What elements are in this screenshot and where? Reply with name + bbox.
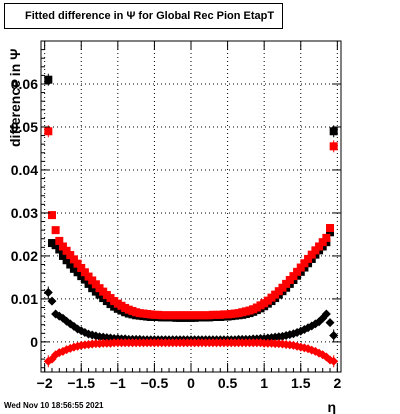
x-tick-label: −1 (110, 375, 126, 391)
y-tick-label: 0.06 (11, 76, 38, 92)
data-point (289, 272, 298, 281)
data-point (66, 260, 75, 269)
data-point (58, 251, 67, 260)
x-tick-label: −0.5 (141, 375, 169, 391)
data-point (293, 267, 302, 276)
data-point (321, 309, 331, 319)
x-axis-label: η (327, 399, 336, 414)
x-tick-label: −2 (37, 375, 53, 391)
y-tick-label: 0.04 (11, 162, 38, 178)
x-tick-label: −1.5 (67, 375, 95, 391)
data-point (77, 263, 86, 272)
data-point (300, 259, 309, 268)
data-point (44, 75, 53, 84)
data-point (329, 127, 338, 136)
data-point (58, 242, 67, 251)
y-tick-label: 0.03 (11, 205, 38, 221)
data-point (80, 268, 89, 277)
data-point (315, 242, 324, 251)
data-point (325, 318, 335, 328)
data-point (62, 256, 71, 265)
y-tick-labels: 0 0.01 0.02 0.03 0.04 0.05 0.06 (11, 76, 38, 350)
data-series (44, 125, 338, 320)
axis-ticks (41, 41, 341, 372)
data-point (51, 226, 60, 235)
x-tick-label: 0 (187, 375, 195, 391)
series-layer (43, 73, 339, 368)
x-tick-label: 1.5 (291, 375, 311, 391)
data-point (326, 223, 335, 232)
data-point (329, 356, 339, 366)
y-tick-label: 0.01 (11, 291, 38, 307)
data-point (329, 142, 338, 151)
data-point (55, 236, 64, 245)
data-point (296, 263, 305, 272)
data-point (326, 228, 335, 237)
data-point (62, 246, 71, 255)
x-tick-label: 1 (260, 375, 268, 391)
data-point (51, 241, 60, 250)
grid (41, 41, 341, 372)
timestamp-footer: Wed Nov 10 18:56:55 2021 (4, 401, 104, 410)
chart-title: Fitted difference in Ψ for Global Rec Pi… (4, 3, 283, 29)
data-point (69, 255, 78, 264)
data-point (318, 238, 327, 247)
x-tick-label: 0.5 (218, 375, 238, 391)
data-point (44, 127, 53, 136)
data-point (47, 211, 56, 220)
data-point (47, 296, 57, 306)
plot-frame (40, 40, 342, 373)
data-series (43, 338, 339, 368)
y-tick-label: 0 (30, 334, 38, 350)
data-point (329, 330, 339, 340)
x-tick-labels: −2 −1.5 −1 −0.5 0 0.5 1 1.5 2 (37, 375, 342, 391)
data-point (73, 259, 82, 268)
data-point (307, 250, 316, 259)
data-point (304, 254, 313, 263)
data-point (43, 287, 53, 297)
y-tick-label: 0.02 (11, 248, 38, 264)
x-tick-label: 2 (333, 375, 341, 391)
y-axis-label: difference in Ψ (7, 49, 23, 147)
y-tick-label: 0.05 (11, 119, 38, 135)
data-point (66, 251, 75, 260)
data-point (322, 233, 331, 242)
